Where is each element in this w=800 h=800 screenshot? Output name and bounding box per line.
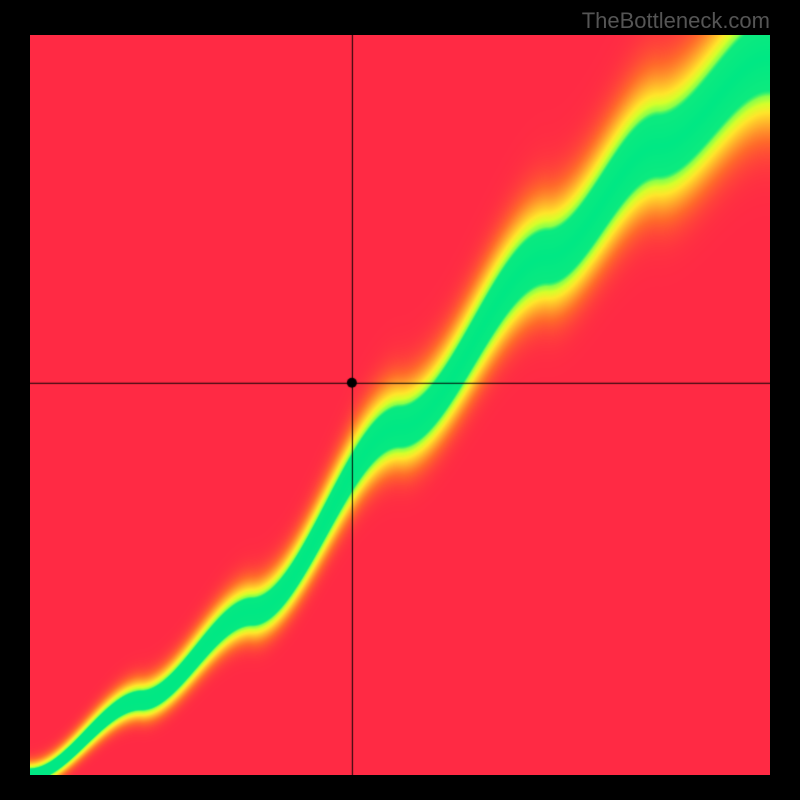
watermark-text: TheBottleneck.com <box>582 8 770 34</box>
crosshair-overlay <box>30 35 770 775</box>
chart-container: TheBottleneck.com <box>0 0 800 800</box>
